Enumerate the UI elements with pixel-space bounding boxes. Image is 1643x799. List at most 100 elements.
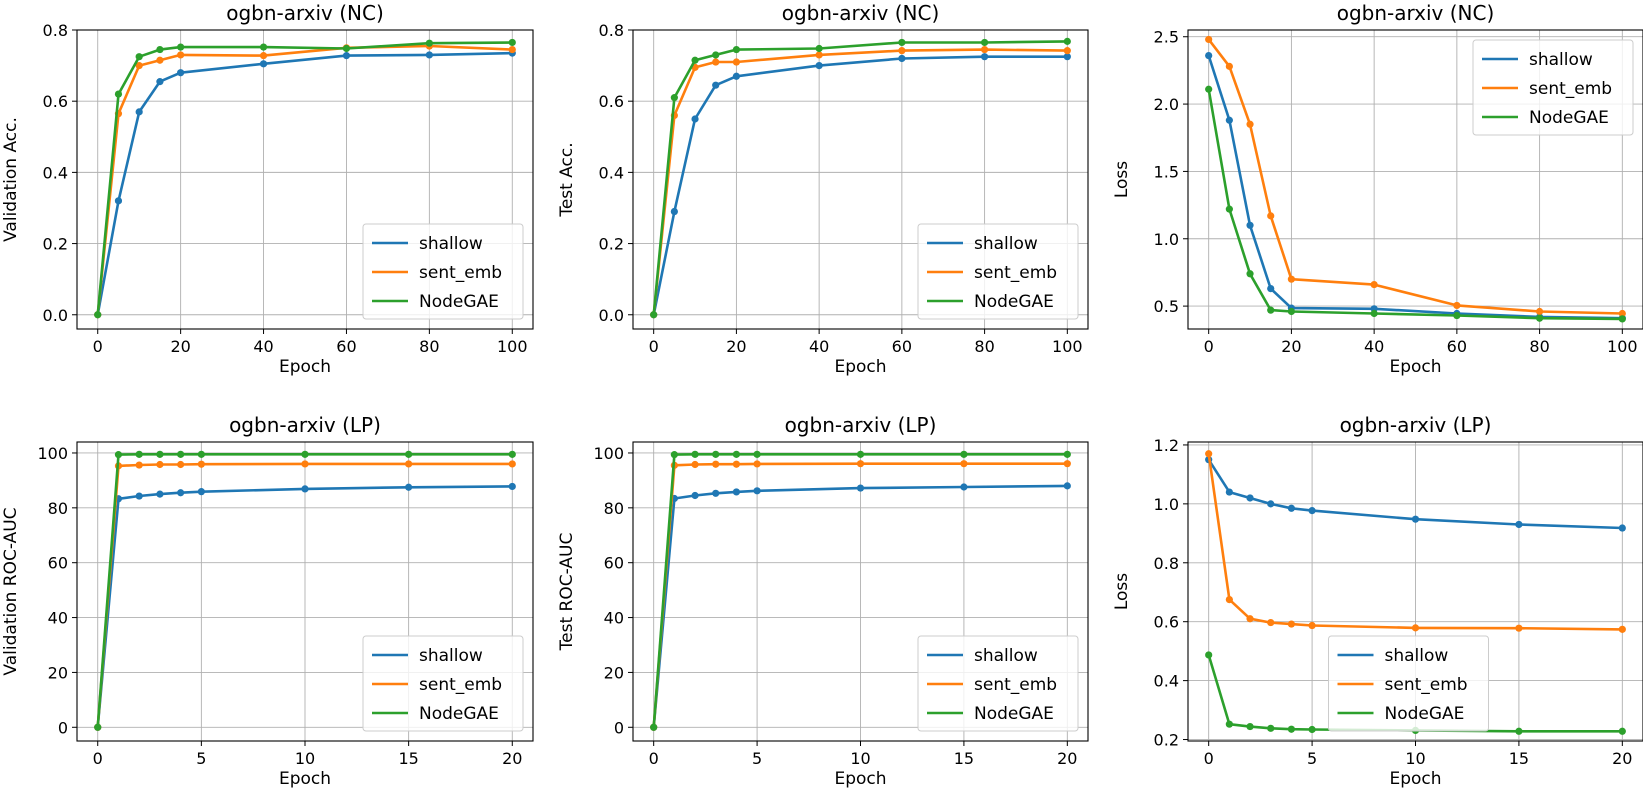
y-tick-label: 0.6 <box>1154 613 1179 632</box>
x-tick-label: 0 <box>93 337 103 356</box>
x-tick-label: 15 <box>954 749 974 768</box>
data-point-NodeGAE <box>1205 651 1213 659</box>
legend: shallow sent_emb NodeGAE <box>362 635 524 732</box>
y-tick-label: 40 <box>604 609 624 628</box>
data-point-sent_emb <box>856 460 865 468</box>
data-point-sent_emb <box>1205 35 1213 44</box>
legend-box <box>362 635 524 732</box>
data-point-shallow <box>960 483 968 491</box>
legend: shallow sent_emb NodeGAE <box>917 635 1079 732</box>
data-point-sent_emb <box>1287 275 1296 283</box>
legend-label-NodeGAE: NodeGAE <box>1385 704 1465 724</box>
data-point-shallow <box>732 72 741 80</box>
data-point-sent_emb <box>980 45 989 54</box>
data-point-NodeGAE <box>856 450 865 458</box>
data-point-sent_emb <box>1267 212 1275 220</box>
y-tick-label: 100 <box>593 444 624 463</box>
x-tick-label: 20 <box>1281 337 1301 356</box>
x-tick-label: 100 <box>1052 337 1083 356</box>
data-point-shallow <box>342 52 351 60</box>
data-point-NodeGAE <box>197 450 205 458</box>
data-point-shallow <box>1267 500 1275 508</box>
data-point-NodeGAE <box>650 311 658 319</box>
data-point-NodeGAE <box>1618 315 1626 323</box>
legend-box <box>1328 635 1489 732</box>
x-axis-label: Epoch <box>1389 357 1441 377</box>
legend-label-sent_emb: sent_emb <box>1529 79 1612 99</box>
data-point-sent_emb <box>1535 307 1544 316</box>
legend-label-sent_emb: sent_emb <box>1385 675 1468 695</box>
data-point-sent_emb <box>691 460 699 469</box>
legend-label-sent_emb: sent_emb <box>419 675 502 695</box>
legend-label-shallow: shallow <box>419 646 483 666</box>
data-point-sent_emb <box>177 51 185 59</box>
x-tick-label: 5 <box>1307 749 1317 768</box>
data-point-shallow <box>1618 524 1626 532</box>
y-tick-label: 0.8 <box>1154 554 1179 573</box>
data-point-shallow <box>1246 221 1254 229</box>
y-axis-label: Loss <box>1112 573 1132 610</box>
legend-box <box>362 223 524 320</box>
legend-box <box>917 635 1079 732</box>
data-point-sent_emb <box>508 45 516 54</box>
y-tick-label: 0.6 <box>599 92 624 111</box>
x-tick-label: 0 <box>1204 337 1214 356</box>
data-point-shallow <box>712 489 720 497</box>
x-tick-label: 0 <box>1204 749 1214 768</box>
data-point-shallow <box>114 197 123 205</box>
legend-label-shallow: shallow <box>1385 646 1449 666</box>
data-point-NodeGAE <box>1063 37 1071 45</box>
x-tick-label: 60 <box>1447 337 1467 356</box>
data-point-shallow <box>1308 507 1316 515</box>
data-point-shallow <box>815 61 823 70</box>
subplot-title: ogbn-arxiv (NC) <box>226 1 384 25</box>
data-point-shallow <box>405 483 413 491</box>
data-point-shallow <box>753 487 761 495</box>
y-tick-label: 0.6 <box>43 92 68 111</box>
y-tick-label: 0.4 <box>43 163 68 182</box>
x-tick-label: 40 <box>253 337 273 356</box>
legend: shallow sent_emb NodeGAE <box>1472 39 1634 136</box>
x-tick-label: 0 <box>93 749 103 768</box>
data-point-shallow <box>425 51 433 59</box>
data-point-NodeGAE <box>691 56 699 64</box>
y-tick-label: 0.0 <box>43 306 68 325</box>
x-tick-label: 15 <box>398 749 418 768</box>
data-point-NodeGAE <box>670 451 678 459</box>
data-point-shallow <box>156 490 164 498</box>
data-point-NodeGAE <box>94 723 102 731</box>
data-point-sent_emb <box>1267 618 1275 627</box>
y-tick-label: 2.5 <box>1154 28 1179 47</box>
x-tick-label: 20 <box>1612 749 1632 768</box>
data-point-NodeGAE <box>815 44 823 53</box>
y-tick-label: 0 <box>614 718 624 737</box>
y-tick-label: 1.0 <box>1154 495 1179 514</box>
data-point-NodeGAE <box>1287 307 1296 316</box>
data-point-sent_emb <box>1063 47 1071 55</box>
data-point-NodeGAE <box>980 38 989 47</box>
x-axis-label: Epoch <box>279 357 331 377</box>
data-point-sent_emb <box>753 460 761 468</box>
subplot-title: ogbn-arxiv (LP) <box>785 413 937 437</box>
data-point-sent_emb <box>732 460 741 468</box>
data-point-shallow <box>1063 482 1071 490</box>
data-point-sent_emb <box>1370 280 1378 289</box>
data-point-sent_emb <box>1063 460 1071 468</box>
x-tick-label: 5 <box>752 749 762 768</box>
y-tick-label: 0.5 <box>1154 297 1179 316</box>
axes-frame <box>76 29 534 330</box>
data-point-NodeGAE <box>1308 725 1316 734</box>
x-tick-label: 80 <box>974 337 994 356</box>
x-axis-label: Epoch <box>279 769 331 789</box>
data-point-sent_emb <box>1618 625 1626 633</box>
data-point-NodeGAE <box>135 450 143 458</box>
y-tick-label: 0.0 <box>599 306 624 325</box>
data-point-NodeGAE <box>1063 450 1071 458</box>
data-point-shallow <box>856 484 865 492</box>
data-point-NodeGAE <box>1618 727 1626 735</box>
data-point-NodeGAE <box>114 451 123 459</box>
subplot-2: 0 20 40 60 80 100 0.0 0.2 0.4 0.6 0.8 ogbn-arxiv (N… <box>557 1 1089 377</box>
y-axis-label: Validation Acc. <box>1 117 21 242</box>
data-point-sent_emb <box>1287 620 1296 628</box>
